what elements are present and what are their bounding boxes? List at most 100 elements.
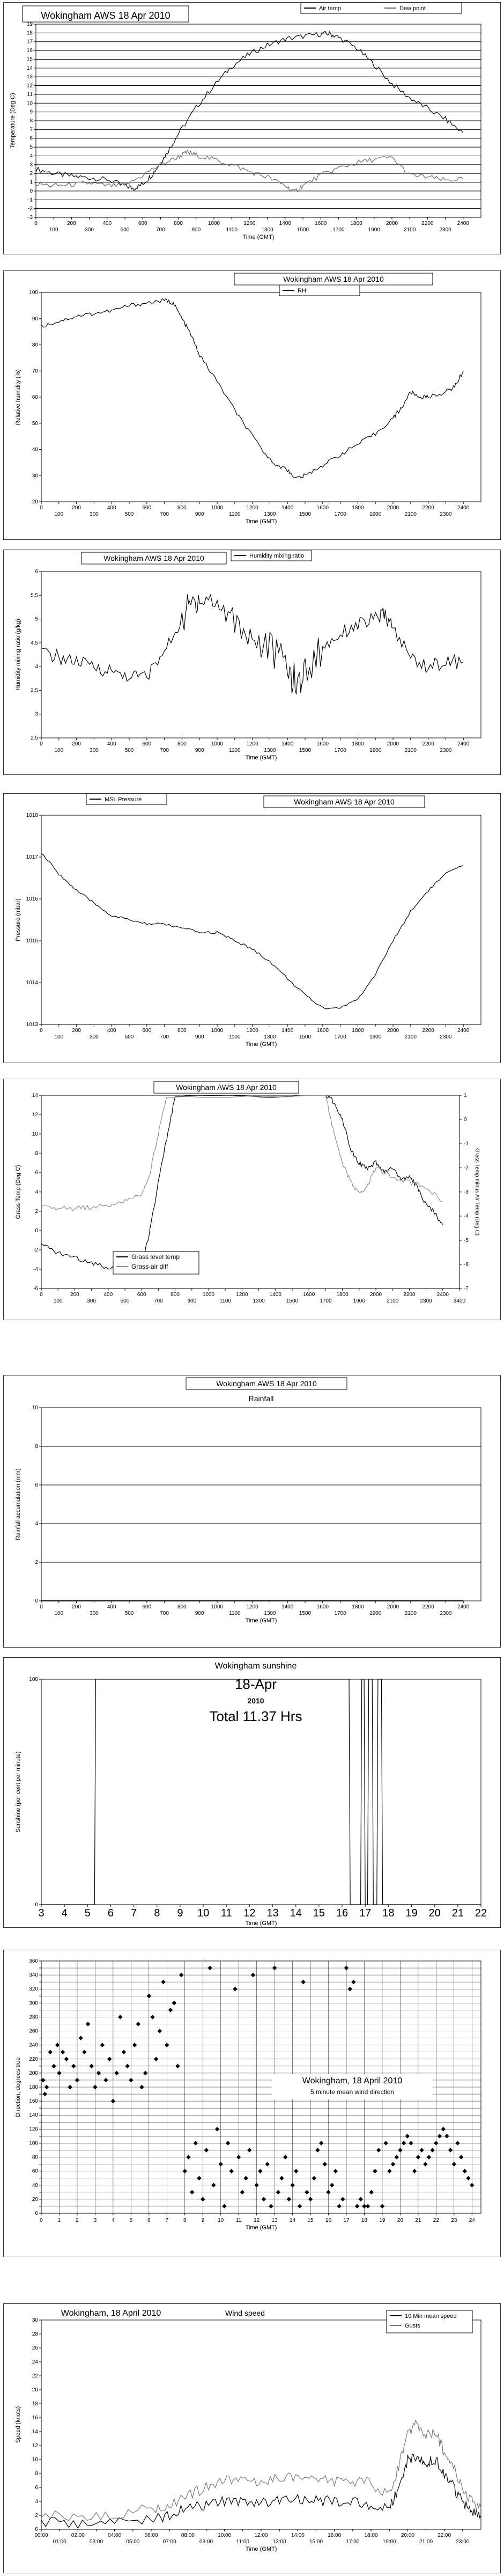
x-tick-label: 2400	[457, 505, 470, 511]
x-tick-label: 2000	[386, 221, 398, 226]
x-tick-label: 900	[191, 227, 201, 233]
title-box	[22, 5, 189, 23]
x-tick-label: 700	[154, 1298, 163, 1304]
y-tick-label: -2	[28, 206, 33, 212]
y-tick-label: 6	[35, 1170, 38, 1176]
x-tick-label: 2400	[457, 221, 470, 226]
legend-box	[86, 794, 167, 805]
x-tick-label: 800	[177, 505, 187, 511]
sunshine-chart: 0 100 3 4 5 6 7 8 9 10 11 12 13 14 15 16 17 18 19 20 21 22 Tim…	[15, 1662, 487, 1927]
y-tick-label: 6	[29, 136, 33, 142]
data-point	[129, 2077, 134, 2083]
y-tick-label: 4	[35, 2499, 38, 2505]
x-tick-label: 1400	[279, 221, 292, 226]
legend-box	[279, 284, 360, 296]
x-tick-label: 1100	[229, 748, 241, 753]
y-tick-label: 13	[27, 74, 33, 80]
temperature-panel: -3 -2 -1 0 1 2 3 4 5 6 7 8 9 10 11 12 13 14 15 16 17 18 19 0 200…	[3, 2, 501, 254]
y-tick-label: 15	[27, 56, 33, 62]
data-point	[118, 2015, 123, 2019]
plot-area	[41, 2319, 481, 2530]
y-axis-label: Temperature (Deg C)	[10, 93, 16, 148]
chart-subtitle: Rainfall	[249, 1394, 274, 1403]
y-tick-label: 40	[32, 2183, 39, 2189]
x-tick-label: 1100	[229, 1611, 241, 1616]
y-tick-label: 16	[27, 48, 33, 54]
x-tick-label: 900	[195, 748, 204, 753]
x-tick-label: 00:00	[34, 2533, 48, 2538]
y-tick-label: 18	[32, 2401, 39, 2407]
y-tick-label: 18	[27, 30, 33, 36]
chart-subtitle: Wind speed	[225, 2309, 265, 2317]
x-tick-label: 1500	[299, 1034, 312, 1040]
x-tick-label: 100	[54, 748, 63, 753]
y-tick-label: 340	[29, 1972, 38, 1978]
data-point	[193, 2141, 198, 2146]
chart-title: Wokingham sunshine	[215, 1662, 297, 1671]
data-point	[426, 2155, 432, 2160]
y-tick-label: 2	[35, 1209, 38, 1214]
y-tick-label: 8	[35, 1444, 38, 1450]
x-tick-label: 2300	[439, 227, 451, 233]
x-tick-label: 17	[343, 2218, 350, 2223]
y-tick-label: 80	[32, 2155, 39, 2161]
x-axis-label: Time (GMT)	[246, 1041, 277, 1048]
chart-title: Wokingham AWS 18 Apr 2010	[41, 10, 170, 21]
x-tick-label: 21	[452, 1907, 464, 1919]
plot-area	[41, 815, 481, 1025]
series-line-dew-point	[35, 149, 464, 193]
x-tick-label: 1100	[229, 511, 241, 517]
data-point	[383, 2141, 388, 2146]
series-line-msl-pressure	[41, 853, 464, 1009]
x-tick-label: 2000	[387, 741, 399, 747]
data-point	[344, 1965, 349, 1971]
series-line-gusts	[41, 2419, 481, 2521]
y-tick-label: 8	[29, 118, 33, 124]
x-tick-label: 1100	[219, 1298, 231, 1304]
x-tick-label: 500	[121, 227, 130, 233]
x-tick-label: 2100	[404, 227, 416, 233]
x-tick-label: 200	[72, 1028, 81, 1034]
wind-speed-panel: 0 2 4 6 8 10 12 14 16 18 20 22 24 26 28 30 00:00 02:00 04:…	[3, 2303, 501, 2573]
x-tick-label: 0	[40, 2218, 43, 2223]
x-tick-label: 1900	[369, 1611, 382, 1616]
chart-title: Wokingham AWS 18 Apr 2010	[103, 554, 204, 562]
y-tick-label: 3	[35, 712, 38, 718]
x-tick-label: 0	[40, 1028, 43, 1034]
x-tick-label: 100	[54, 1611, 63, 1616]
x-tick-label: 1700	[332, 227, 345, 233]
y-tick-label: -1	[28, 197, 33, 203]
x-tick-label: 1900	[369, 748, 382, 753]
series-line-grass-air-diff	[41, 1095, 443, 1211]
x-tick-label: 13:00	[273, 2539, 286, 2545]
y-axis-label: Speed (knots)	[15, 2406, 21, 2443]
y-tick-label: 240	[29, 2043, 38, 2048]
y-tick-label: 6	[35, 569, 38, 575]
x-tick-label: 19:00	[383, 2539, 396, 2545]
x-tick-label: 17:00	[346, 2539, 359, 2545]
x-tick-label: 1	[58, 2218, 61, 2223]
y-tick-label: 300	[29, 2000, 38, 2006]
x-tick-label: 1300	[264, 1611, 276, 1616]
y-tick-label: 40	[32, 447, 39, 453]
y-tick-label: 70	[32, 368, 39, 374]
y-tick-label: 280	[29, 2014, 38, 2020]
wind-direction-chart: 0204060801001201401601802002202402602803…	[15, 1958, 481, 2231]
legend-label: Grass-air diff	[131, 1263, 168, 1270]
x-tick-label: 1400	[281, 741, 294, 747]
x-tick-label: 2400	[457, 741, 470, 747]
x-tick-label: 14	[290, 2218, 296, 2223]
y-tick-label: 10	[27, 100, 33, 106]
x-tick-label: 400	[107, 1028, 116, 1034]
x-tick-label: 1200	[246, 505, 258, 511]
x-tick-label: 2000	[387, 1604, 399, 1610]
series-line-air-temp	[35, 31, 464, 191]
y-tick-label: 5	[35, 617, 38, 623]
x-tick-label: 500	[125, 511, 134, 517]
y-tick-label: 180	[29, 2084, 38, 2090]
y-tick-label: 11	[27, 92, 33, 98]
x-tick-label: 2	[76, 2218, 79, 2223]
rainfall-panel: 0 2 4 6 8 10 0 200 400 600 800 1000 1200 1400 1600 1800…	[3, 1375, 501, 1648]
title-box	[81, 552, 227, 565]
